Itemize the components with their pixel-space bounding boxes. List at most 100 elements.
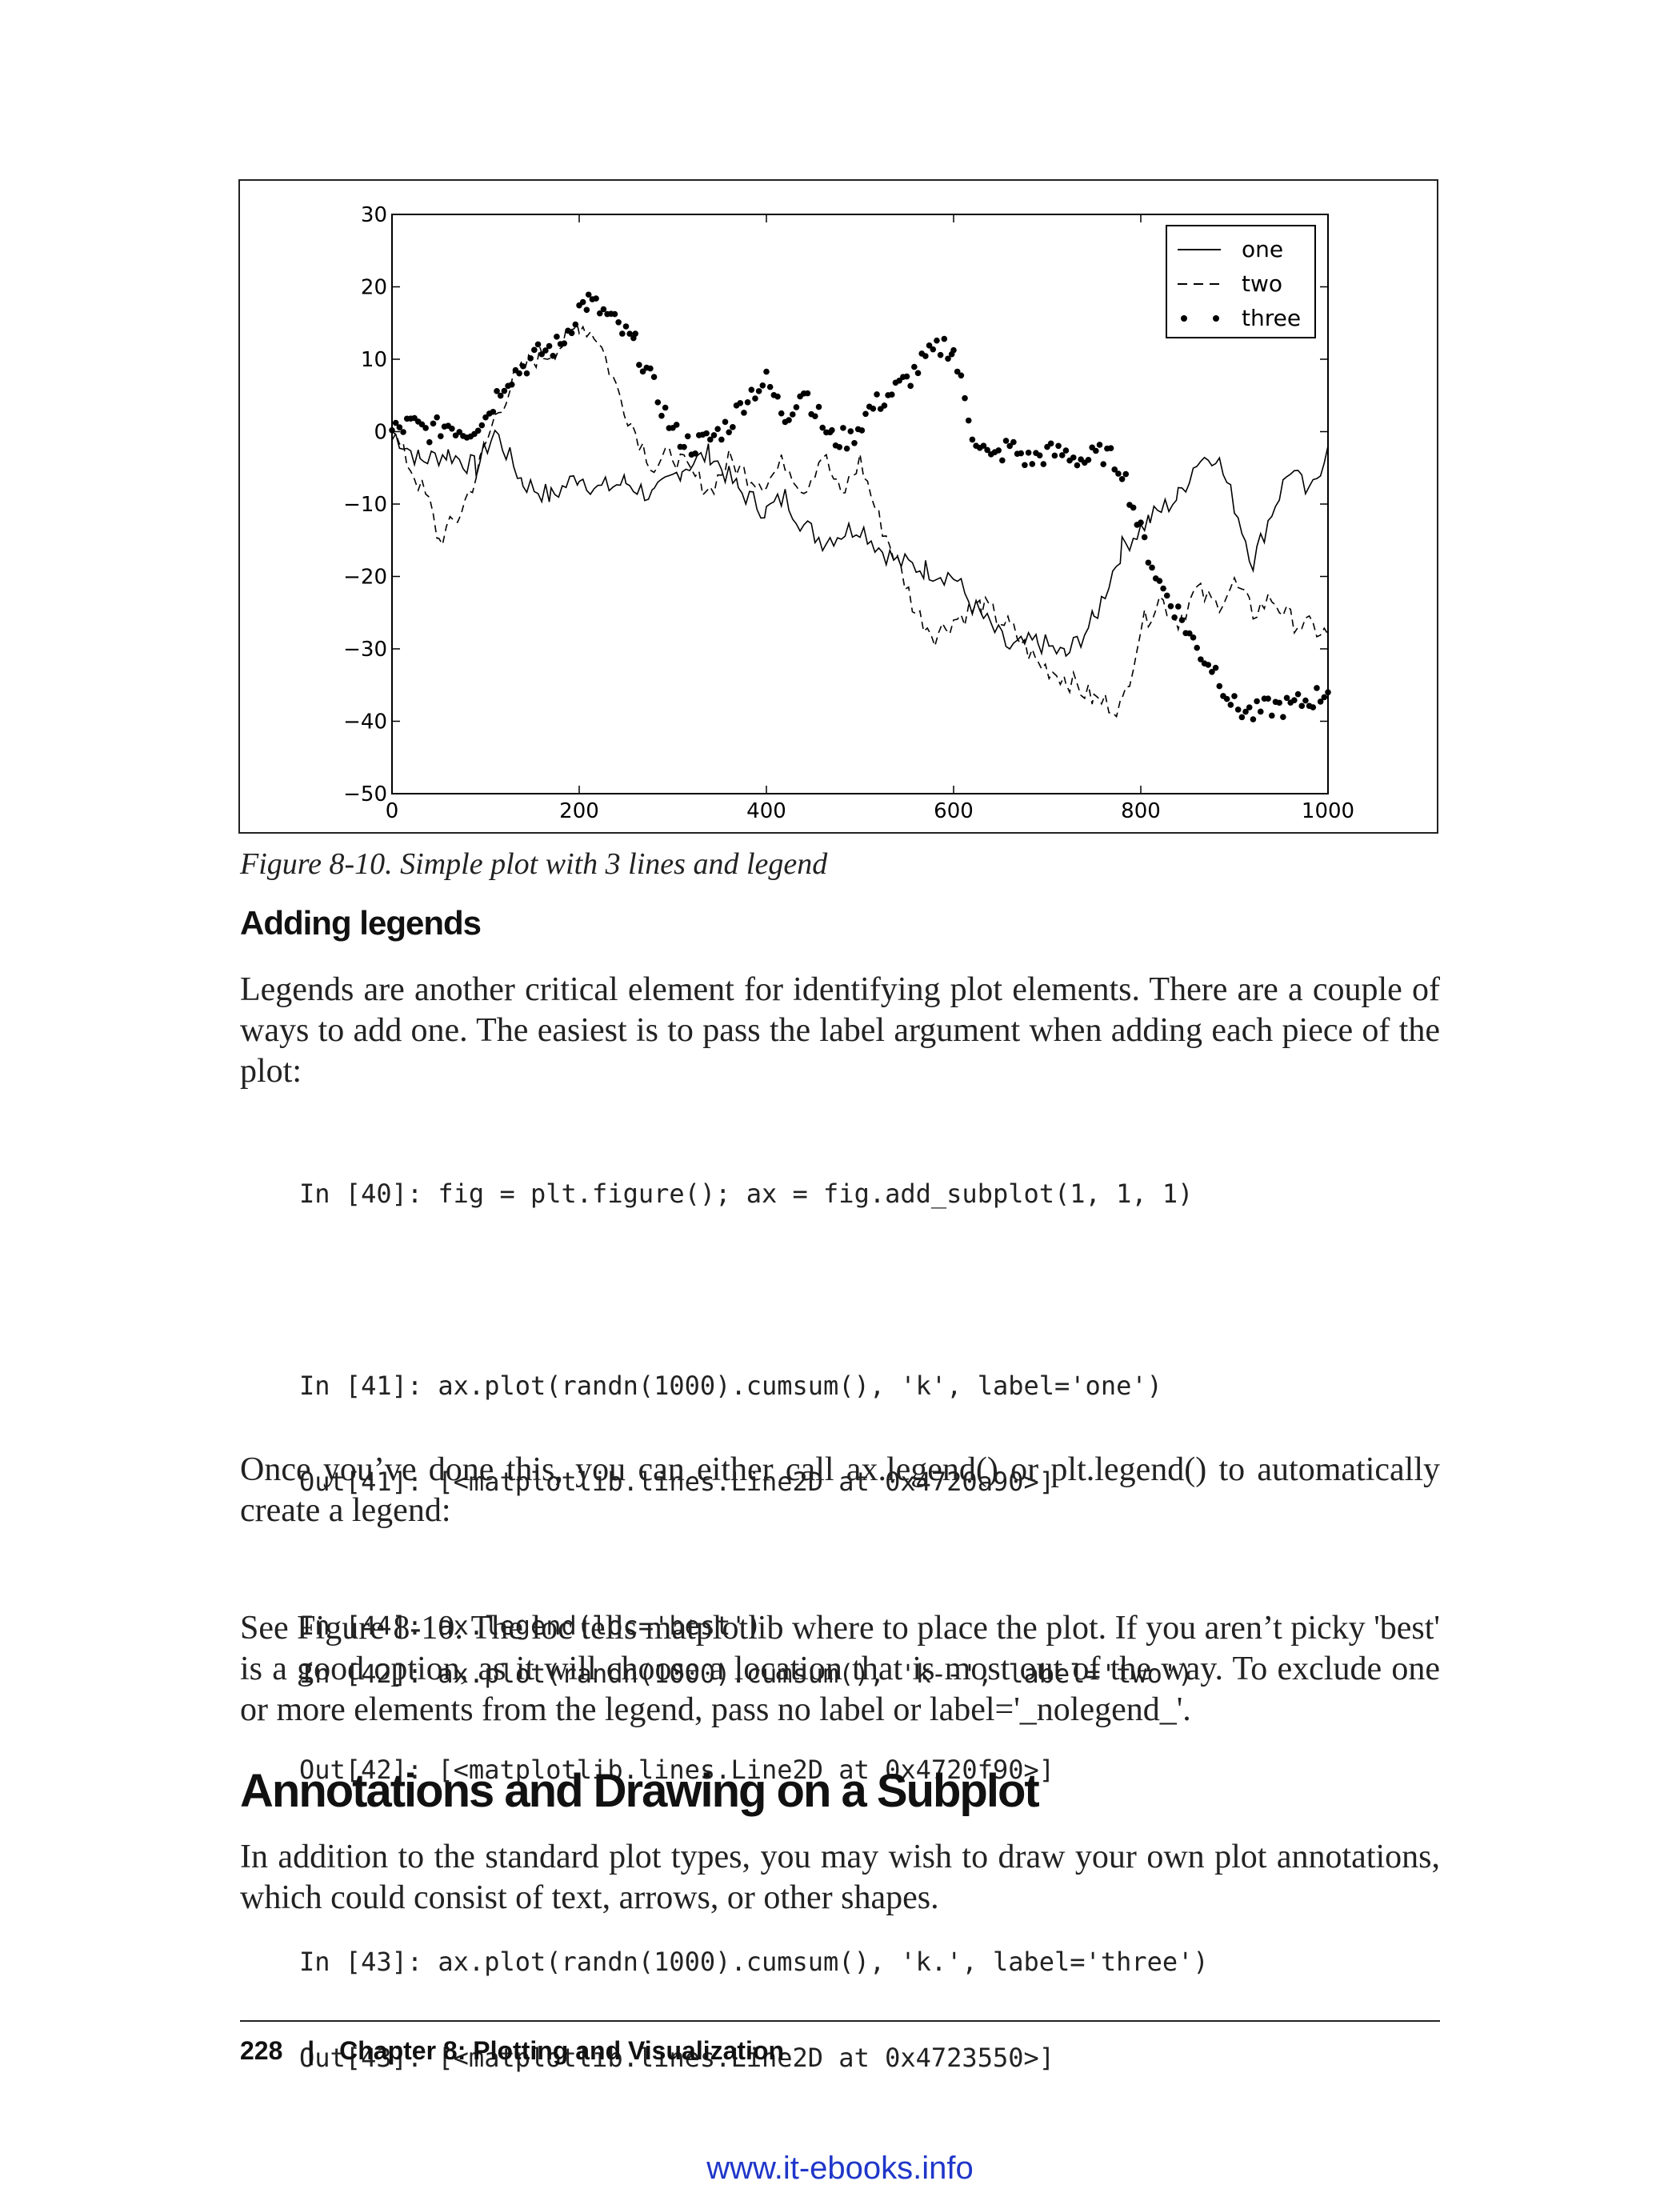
series-three-point bbox=[984, 446, 990, 454]
series-three-point bbox=[1047, 440, 1054, 447]
series-three-point bbox=[658, 412, 665, 419]
series-three-point bbox=[400, 429, 406, 435]
x-tick-label: 200 bbox=[559, 799, 599, 823]
series-three-point bbox=[926, 342, 933, 349]
series-three-point bbox=[903, 373, 910, 380]
series-three-point bbox=[937, 351, 944, 358]
series-three-point bbox=[789, 411, 796, 418]
series-three-point bbox=[523, 370, 530, 377]
series-three-point bbox=[950, 346, 957, 354]
series-three-point bbox=[1074, 462, 1081, 469]
series-three-point bbox=[1317, 698, 1324, 705]
paragraph-legends-intro: Legends are another critical element for… bbox=[240, 971, 1440, 1090]
series-three-point bbox=[1070, 454, 1077, 461]
series-three-point bbox=[527, 355, 534, 362]
series-three-point bbox=[1254, 698, 1260, 705]
series-three-point bbox=[684, 433, 691, 440]
series-three-point bbox=[508, 381, 515, 388]
series-three-point bbox=[516, 370, 522, 377]
footer-separator: | bbox=[307, 2036, 315, 2065]
series-two-line bbox=[391, 323, 1329, 718]
series-three-point bbox=[752, 395, 758, 402]
series-three-point bbox=[1022, 462, 1028, 469]
series-three-point bbox=[962, 394, 968, 402]
series-three-point bbox=[662, 404, 669, 411]
series-three-point bbox=[744, 399, 751, 406]
series-three-point bbox=[812, 413, 818, 420]
paragraph-legend-call: Once you’ve done this, you can either ca… bbox=[240, 1451, 1440, 1529]
series-three-point bbox=[1010, 438, 1017, 446]
chapter-title: Chapter 8: Plotting and Visualization bbox=[339, 2036, 785, 2065]
series-three-point bbox=[1006, 442, 1013, 450]
series-three-point bbox=[494, 388, 500, 394]
paragraph-annotations-intro: In addition to the standard plot types, … bbox=[240, 1839, 1440, 1916]
series-three-point bbox=[881, 402, 888, 409]
series-three-point bbox=[759, 382, 766, 389]
line-chart: 0 200 400 600 800 1000 30 20 10 0 −10 −20 −30 −40 −50 o… bbox=[343, 203, 1354, 823]
series-three-point bbox=[1321, 694, 1328, 701]
series-three-point bbox=[1314, 685, 1320, 691]
code-line: In [44]: ax.legend(loc='best') bbox=[299, 1611, 762, 1641]
series-three-point bbox=[1265, 695, 1271, 702]
figure-frame: 0 200 400 600 800 1000 30 20 10 0 −10 −20 −30 −40 −50 o… bbox=[238, 179, 1438, 834]
series-three-point bbox=[1130, 504, 1137, 511]
series-three-point bbox=[478, 422, 486, 429]
series-three-point bbox=[579, 298, 586, 306]
series-three-point bbox=[639, 368, 646, 375]
series-three-point bbox=[474, 427, 482, 434]
series-three-point bbox=[999, 457, 1006, 464]
series-three-point bbox=[654, 399, 662, 406]
series-three-point bbox=[1051, 452, 1058, 459]
series-one-line bbox=[391, 429, 1329, 658]
series-three-point bbox=[914, 370, 922, 377]
series-three-point bbox=[434, 414, 440, 421]
series-three-point bbox=[1122, 470, 1130, 478]
series-three-point bbox=[1036, 452, 1043, 459]
series-three-point bbox=[836, 444, 843, 450]
x-tick-label: 800 bbox=[1121, 799, 1161, 823]
series-three-point bbox=[707, 436, 714, 443]
series-three-point bbox=[1115, 470, 1122, 477]
series-three-point bbox=[922, 353, 929, 359]
series-three-point bbox=[930, 346, 937, 353]
series-three-point bbox=[554, 334, 560, 340]
series-three-point bbox=[945, 355, 951, 362]
series-three-point bbox=[1029, 461, 1036, 467]
series-three-point bbox=[1234, 706, 1242, 713]
legend-marker-three bbox=[1213, 315, 1219, 322]
code-line: In [40]: fig = plt.figure(); ax = fig.ad… bbox=[299, 1179, 1194, 1209]
series-three-point bbox=[703, 430, 710, 437]
series-three-point bbox=[941, 335, 948, 342]
series-three-point bbox=[583, 306, 590, 314]
series-three-point bbox=[619, 330, 626, 337]
series-three-point bbox=[520, 362, 526, 370]
series-three-point bbox=[755, 388, 762, 394]
series-three-point bbox=[572, 321, 579, 328]
series-three-point bbox=[1138, 519, 1144, 526]
series-three-point bbox=[1163, 592, 1170, 599]
series-three-point bbox=[550, 352, 557, 359]
watermark-link[interactable]: www.it-ebooks.info bbox=[706, 2151, 974, 2186]
series-three-point bbox=[426, 438, 433, 446]
y-tick-label: −20 bbox=[343, 566, 387, 590]
series-three-point bbox=[1018, 450, 1025, 457]
code-line: Out[41]: [<matplotlib.lines.Line2D at 0x… bbox=[299, 1467, 1055, 1497]
series-three-point bbox=[681, 443, 687, 450]
series-three-point bbox=[438, 433, 444, 440]
code-line: Out[43]: [<matplotlib.lines.Line2D at 0x… bbox=[299, 2043, 1055, 2073]
series-three-point bbox=[1231, 693, 1238, 699]
code-line: In [43]: ax.plot(randn(1000).cumsum(), '… bbox=[299, 1947, 1209, 1977]
series-three-point bbox=[1257, 708, 1264, 715]
series-three-point bbox=[1198, 656, 1204, 662]
series-three-point bbox=[1055, 442, 1062, 450]
series-three-point bbox=[954, 368, 961, 375]
series-three-point bbox=[626, 330, 633, 337]
series-three-point bbox=[501, 387, 508, 394]
series-three-point bbox=[714, 426, 721, 432]
series-three-point bbox=[1160, 585, 1166, 592]
series-three-point bbox=[1246, 704, 1253, 710]
series-three-point bbox=[692, 450, 698, 457]
series-three-point bbox=[1107, 445, 1114, 451]
series-three-point bbox=[1093, 447, 1099, 454]
legend-box bbox=[1166, 225, 1316, 338]
